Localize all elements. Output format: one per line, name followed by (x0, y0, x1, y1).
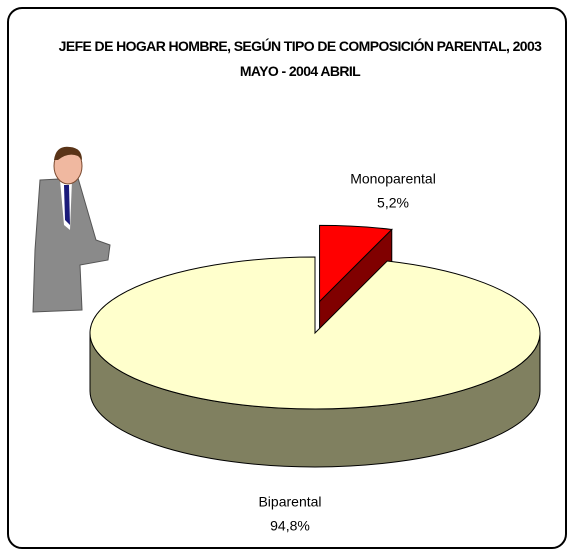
value-label: 94,8% (270, 518, 310, 534)
suit (32, 177, 111, 313)
hair (54, 146, 82, 160)
slice-label: Biparental (258, 494, 321, 510)
slice-label: Monoparental (350, 171, 436, 187)
slice (89, 256, 541, 410)
slice (319, 224, 393, 303)
value-label: 5,2% (377, 195, 409, 211)
chart-title: JEFE DE HOGAR HOMBRE, SEGÚN TIPO DE COMP… (58, 38, 542, 79)
man-figure (32, 146, 111, 313)
tie (64, 185, 70, 225)
